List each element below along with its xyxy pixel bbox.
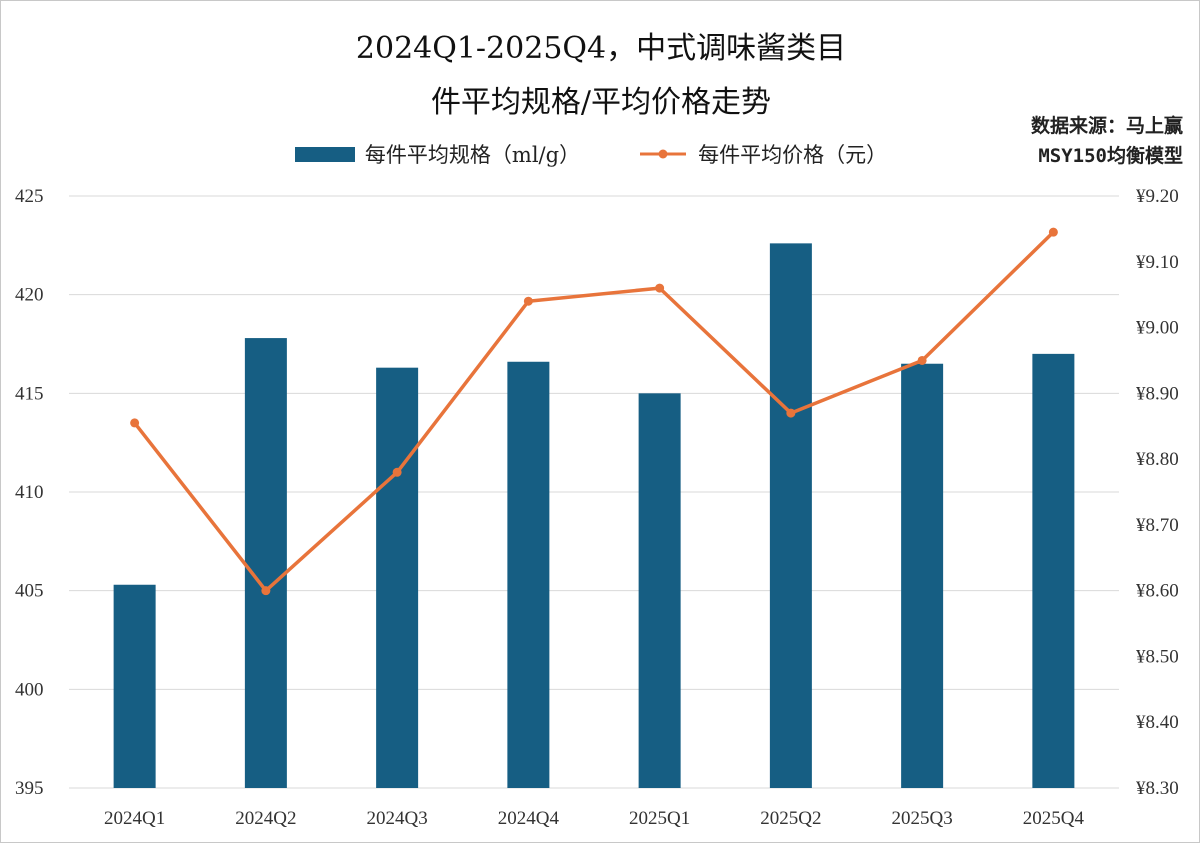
left-tick-label: 415 bbox=[15, 383, 44, 404]
chart-title-line1: 2024Q1-2025Q4，中式调味酱类目 bbox=[355, 31, 847, 66]
right-tick-label: ¥8.30 bbox=[1136, 778, 1179, 799]
price-point bbox=[786, 408, 796, 418]
left-tick-label: 400 bbox=[15, 679, 44, 700]
price-point bbox=[917, 355, 927, 365]
price-point bbox=[655, 283, 665, 293]
price-point bbox=[261, 586, 271, 596]
bar bbox=[769, 243, 812, 789]
x-tick-label: 2025Q3 bbox=[892, 808, 953, 829]
right-tick-label: ¥8.50 bbox=[1136, 646, 1179, 667]
price-line bbox=[133, 230, 1055, 593]
bar bbox=[507, 361, 550, 788]
right-tick-label: ¥8.90 bbox=[1136, 383, 1179, 404]
bar bbox=[1032, 353, 1075, 788]
right-tick-label: ¥9.00 bbox=[1136, 318, 1179, 339]
x-tick-label: 2024Q3 bbox=[367, 808, 428, 829]
source-line1: 数据来源：马上赢 bbox=[1030, 115, 1183, 137]
legend-item-line: 每件平均价格（元） bbox=[638, 139, 887, 169]
right-tick-label: ¥9.20 bbox=[1136, 186, 1179, 207]
x-tick-label: 2024Q1 bbox=[104, 808, 165, 829]
x-tick-label: 2024Q4 bbox=[498, 808, 560, 829]
legend-label-bar: 每件平均规格（ml/g） bbox=[364, 143, 581, 167]
bar bbox=[638, 393, 681, 788]
right-tick-label: ¥8.80 bbox=[1136, 449, 1179, 470]
right-tick-label: ¥8.60 bbox=[1136, 581, 1179, 602]
x-tick-label: 2025Q1 bbox=[629, 808, 690, 829]
right-tick-label: ¥8.40 bbox=[1136, 712, 1179, 733]
legend: 每件平均规格（ml/g） 每件平均价格（元） bbox=[1, 139, 1191, 169]
bar bbox=[244, 338, 287, 788]
legend-swatch-bar bbox=[294, 146, 355, 162]
bar bbox=[113, 584, 156, 788]
right-tick-label: ¥9.10 bbox=[1136, 252, 1179, 273]
price-point bbox=[130, 418, 140, 428]
legend-item-bar: 每件平均规格（ml/g） bbox=[294, 139, 581, 169]
price-point bbox=[392, 467, 402, 477]
left-tick-label: 395 bbox=[15, 778, 44, 799]
left-tick-label: 405 bbox=[15, 581, 44, 602]
x-tick-label: 2025Q4 bbox=[1023, 808, 1085, 829]
x-tick-label: 2024Q2 bbox=[235, 808, 296, 829]
legend-swatch-line bbox=[640, 149, 687, 159]
price-point bbox=[523, 296, 533, 306]
chart-title-line2: 件平均规格/平均价格走势 bbox=[430, 85, 772, 120]
bar bbox=[901, 363, 944, 788]
left-tick-label: 410 bbox=[15, 482, 44, 503]
legend-label-line: 每件平均价格（元） bbox=[698, 143, 888, 167]
price-point bbox=[1048, 227, 1058, 237]
source-line2: MSY150均衡模型 bbox=[1038, 145, 1183, 167]
right-tick-label: ¥8.70 bbox=[1136, 515, 1179, 536]
x-tick-label: 2025Q2 bbox=[760, 808, 821, 829]
left-tick-label: 420 bbox=[15, 285, 44, 306]
left-tick-label: 425 bbox=[15, 186, 44, 207]
bar bbox=[376, 367, 419, 788]
